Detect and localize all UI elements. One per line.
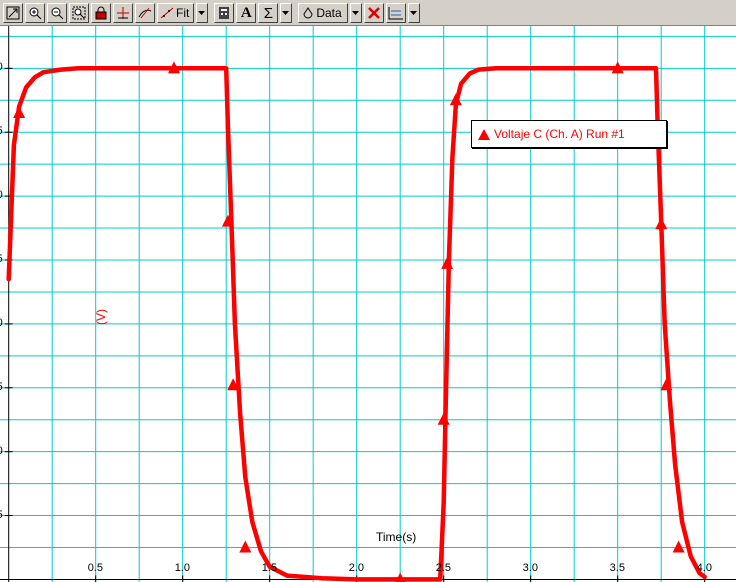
x-tick-label: 2.0 xyxy=(348,562,364,575)
zoom-select-button[interactable] xyxy=(69,3,89,23)
y-tick-label: 1.0 xyxy=(0,445,3,457)
grid xyxy=(0,26,736,582)
sigma-icon: Σ xyxy=(263,4,273,22)
triangle-marker xyxy=(449,93,462,106)
slope-tool-button[interactable] xyxy=(135,3,155,23)
x-tick-label: 0.5 xyxy=(87,562,103,575)
y-tick-label: 3.0 xyxy=(0,189,3,201)
y-tick-label: 3.5 xyxy=(0,125,3,137)
zoom-in-icon xyxy=(29,7,42,20)
lock-icon xyxy=(95,6,107,20)
annotation-button[interactable]: A xyxy=(236,3,257,23)
axes xyxy=(0,26,736,582)
series-voltaje-c xyxy=(6,61,707,582)
triangle-marker xyxy=(395,572,405,582)
x-tick-label: 3.0 xyxy=(522,562,538,575)
x-tick-label: 1.5 xyxy=(261,562,277,575)
chevron-down-icon xyxy=(198,11,206,15)
zoom-out-icon xyxy=(51,7,64,20)
graph-settings-dropdown-button[interactable] xyxy=(407,3,420,23)
graph-settings-icon xyxy=(388,7,403,20)
y-tick-label: 1.5 xyxy=(0,381,3,393)
triangle-marker-icon xyxy=(478,128,490,140)
zoom-select-icon xyxy=(72,6,86,20)
smart-tool-button[interactable] xyxy=(113,3,133,23)
y-axis-title[interactable]: (V) xyxy=(94,309,108,325)
x-tick-label: 4.0 xyxy=(696,562,712,575)
voltage-chart xyxy=(0,26,736,582)
statistics-button[interactable]: Σ xyxy=(258,3,279,23)
text-annotation-icon: A xyxy=(240,4,252,21)
close-icon xyxy=(367,7,380,19)
data-dropdown-button[interactable] xyxy=(349,3,362,23)
toolbar-separator xyxy=(210,3,212,23)
zoom-out-button[interactable] xyxy=(47,3,67,23)
fit-dropdown-button[interactable] xyxy=(196,3,209,23)
triangle-marker xyxy=(655,217,668,230)
remove-button[interactable] xyxy=(363,3,384,23)
triangle-marker xyxy=(167,61,180,74)
chevron-down-icon xyxy=(351,11,359,15)
data-label: Data xyxy=(316,6,342,20)
triangle-marker xyxy=(611,61,624,74)
y-tick-label: 2.0 xyxy=(0,317,3,329)
y-tick-label: 0.5 xyxy=(0,509,3,521)
crosshair-icon xyxy=(117,7,129,19)
y-tick-label: 2.5 xyxy=(0,253,3,265)
statistics-dropdown-button[interactable] xyxy=(280,3,293,23)
slope-icon xyxy=(138,7,152,19)
x-tick-label: 1.0 xyxy=(174,562,190,575)
triangle-marker xyxy=(660,378,673,391)
legend-label: Voltaje C (Ch. A) Run #1 xyxy=(494,127,625,141)
fit-label: Fit xyxy=(176,6,190,20)
y-tick-label: 4.0 xyxy=(0,61,3,73)
triangle-marker xyxy=(227,378,240,391)
autoscale-button[interactable] xyxy=(3,3,23,23)
triangle-marker xyxy=(437,412,450,425)
chevron-down-icon xyxy=(409,11,417,15)
toolbar: Fit A Σ Data xyxy=(0,0,736,26)
toolbar-left-group: Fit A Σ Data xyxy=(3,3,420,23)
chevron-down-icon xyxy=(282,11,290,15)
data-lock-button[interactable] xyxy=(91,3,111,23)
fit-button[interactable]: Fit xyxy=(157,3,195,23)
triangle-marker xyxy=(441,256,454,269)
triangle-marker xyxy=(239,540,252,553)
autoscale-icon xyxy=(6,6,20,20)
x-axis-title: Time(s) xyxy=(376,530,417,544)
graph-settings-button[interactable] xyxy=(385,3,406,23)
x-tick-label: 3.5 xyxy=(609,562,625,575)
series-line xyxy=(6,66,707,582)
x-tick-label: 2.5 xyxy=(435,562,451,575)
curve-fit-icon xyxy=(160,7,174,19)
triangle-marker xyxy=(672,540,685,553)
data-button[interactable]: Data xyxy=(298,3,348,23)
calculator-button[interactable] xyxy=(214,3,235,23)
triangle-marker xyxy=(221,214,234,227)
triangle-marker xyxy=(13,106,26,119)
plot-area[interactable]: 0.5 1.0 1.5 2.0 2.5 3.0 3.5 4.0 0.5 1.0 1.5 2.0 2.5… xyxy=(0,26,736,582)
toolbar-separator xyxy=(294,3,296,23)
zoom-in-button[interactable] xyxy=(25,3,45,23)
legend[interactable]: Voltaje C (Ch. A) Run #1 xyxy=(471,120,667,148)
data-drop-icon xyxy=(303,7,313,19)
calculator-icon xyxy=(219,7,230,19)
